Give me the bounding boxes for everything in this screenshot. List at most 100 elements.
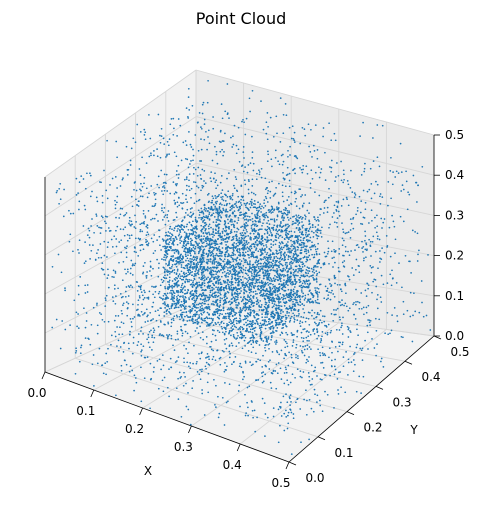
scatter-point [180, 315, 183, 318]
scatter-point [328, 291, 330, 294]
scatter-point [342, 365, 345, 368]
scatter-point [168, 153, 170, 155]
scatter-point [347, 250, 349, 253]
scatter-point [147, 314, 149, 317]
scatter-point [72, 212, 75, 215]
scatter-point [195, 185, 198, 187]
scatter-point [303, 354, 306, 357]
scatter-point [209, 260, 212, 263]
scatter-point [349, 229, 352, 231]
scatter-point [211, 329, 214, 331]
scatter-point [248, 323, 251, 325]
scatter-point [313, 216, 315, 218]
scatter-point [222, 317, 224, 319]
scatter-point [269, 258, 272, 260]
scatter-point [250, 191, 253, 194]
scatter-point [206, 194, 209, 196]
scatter-point [162, 137, 165, 140]
scatter-point [100, 267, 103, 270]
scatter-point [358, 301, 361, 304]
scatter-point [190, 160, 192, 162]
scatter-point [125, 301, 128, 303]
scatter-point [211, 321, 213, 324]
scatter-point [323, 374, 326, 376]
scatter-point [255, 248, 258, 250]
scatter-point [83, 262, 86, 264]
scatter-point [209, 266, 212, 269]
scatter-point [254, 293, 257, 295]
scatter-point [277, 237, 280, 239]
scatter-point [216, 254, 219, 257]
scatter-point [111, 246, 114, 248]
scatter-point [120, 251, 123, 254]
scatter-point [300, 261, 302, 264]
scatter-point [280, 296, 283, 299]
scatter-point [341, 324, 343, 327]
scatter-point [245, 218, 248, 221]
scatter-point [285, 174, 288, 176]
scatter-point [272, 291, 274, 293]
scatter-point [265, 211, 268, 214]
scatter-point [114, 272, 117, 274]
scatter-point [225, 337, 228, 340]
scatter-point [211, 195, 214, 198]
scatter-point [151, 217, 154, 220]
scatter-point [152, 286, 155, 288]
scatter-point [276, 327, 279, 329]
scatter-point [170, 285, 172, 288]
scatter-point [330, 359, 333, 362]
scatter-point [174, 257, 177, 260]
scatter-point [329, 298, 332, 301]
scatter-point [314, 289, 317, 292]
scatter-point [89, 195, 92, 198]
scatter-point [213, 284, 216, 287]
scatter-point [170, 307, 173, 309]
scatter-point [125, 251, 128, 254]
scatter-point [238, 288, 241, 291]
scatter-point [220, 264, 223, 267]
scatter-point [232, 143, 235, 146]
scatter-point [275, 341, 278, 344]
scatter-point [355, 303, 357, 306]
scatter-point [287, 411, 290, 414]
scatter-point [241, 347, 244, 350]
scatter-point [358, 195, 361, 198]
scatter-point [274, 294, 277, 296]
scatter-point [144, 321, 147, 323]
scatter-point [328, 122, 330, 125]
scatter-point [295, 226, 298, 229]
scatter-point [224, 293, 227, 296]
scatter-point [87, 227, 90, 230]
scatter-point [283, 178, 286, 180]
scatter-point [124, 226, 127, 229]
scatter-point [281, 191, 284, 194]
scatter-point [224, 255, 226, 257]
scatter-point [236, 206, 239, 209]
scatter-point [222, 154, 224, 157]
scatter-point [191, 286, 194, 288]
scatter-point [242, 264, 245, 267]
scatter-point [196, 318, 198, 321]
scatter-point [350, 169, 352, 172]
scatter-point [202, 311, 205, 314]
scatter-point [189, 362, 192, 364]
scatter-point [176, 268, 179, 271]
scatter-point [251, 243, 253, 246]
scatter-point [270, 299, 273, 302]
scatter-point [213, 313, 216, 316]
scatter-point [284, 256, 286, 259]
scatter-point [337, 210, 340, 213]
scatter-point [255, 259, 258, 262]
scatter-point [308, 375, 311, 378]
scatter-point [286, 342, 288, 345]
scatter-point [225, 330, 227, 333]
scatter-point [158, 186, 160, 189]
scatter-point [236, 190, 239, 193]
scatter-point [334, 282, 336, 285]
scatter-point [374, 226, 376, 229]
scatter-point [131, 369, 134, 372]
scatter-point [327, 297, 329, 300]
scatter-point [153, 194, 156, 196]
scatter-point [293, 321, 296, 323]
scatter-point [231, 283, 234, 286]
